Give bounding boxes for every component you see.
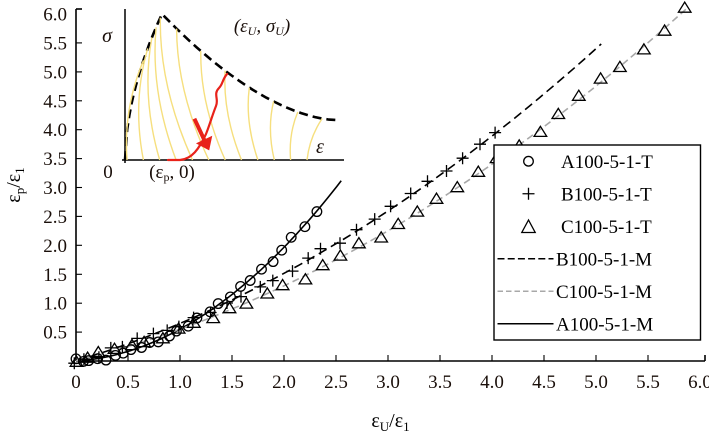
svg-text:2.0: 2.0 [43, 236, 67, 257]
svg-text:5.0: 5.0 [584, 372, 608, 393]
svg-text:0: 0 [103, 162, 113, 183]
svg-text:2.5: 2.5 [43, 207, 67, 228]
svg-text:0: 0 [71, 372, 81, 393]
svg-text:2.5: 2.5 [324, 372, 348, 393]
svg-text:4.5: 4.5 [43, 91, 67, 112]
svg-text:6.0: 6.0 [688, 372, 709, 393]
svg-text:A100-5-1-T: A100-5-1-T [561, 152, 653, 173]
svg-text:1.5: 1.5 [220, 372, 244, 393]
svg-text:B100-5-1-M: B100-5-1-M [556, 250, 652, 271]
svg-text:5.5: 5.5 [636, 372, 660, 393]
svg-text:3.5: 3.5 [428, 372, 452, 393]
svg-text:(εp, 0): (εp, 0) [149, 162, 195, 184]
svg-text:σ: σ [102, 25, 113, 47]
svg-text:C100-5-1-M: C100-5-1-M [556, 282, 652, 303]
svg-text:4.5: 4.5 [532, 372, 556, 393]
svg-text:6.0: 6.0 [43, 5, 67, 26]
svg-text:3.0: 3.0 [43, 178, 67, 199]
svg-text:3.0: 3.0 [376, 372, 400, 393]
svg-text:3.5: 3.5 [43, 149, 67, 170]
svg-text:0.5: 0.5 [116, 372, 140, 393]
svg-text:1.5: 1.5 [43, 265, 67, 286]
svg-text:1.0: 1.0 [168, 372, 192, 393]
svg-text:A100-5-1-M: A100-5-1-M [556, 315, 653, 336]
svg-text:4.0: 4.0 [43, 120, 67, 141]
svg-text:1.0: 1.0 [43, 294, 67, 315]
svg-text:5.5: 5.5 [43, 33, 67, 54]
svg-text:0.5: 0.5 [43, 323, 67, 344]
svg-text:ε: ε [316, 136, 324, 158]
svg-text:C100-5-1-T: C100-5-1-T [561, 217, 652, 238]
svg-text:5.0: 5.0 [43, 62, 67, 83]
svg-text:B100-5-1-T: B100-5-1-T [561, 185, 652, 206]
svg-text:2.0: 2.0 [272, 372, 296, 393]
svg-text:4.0: 4.0 [480, 372, 504, 393]
